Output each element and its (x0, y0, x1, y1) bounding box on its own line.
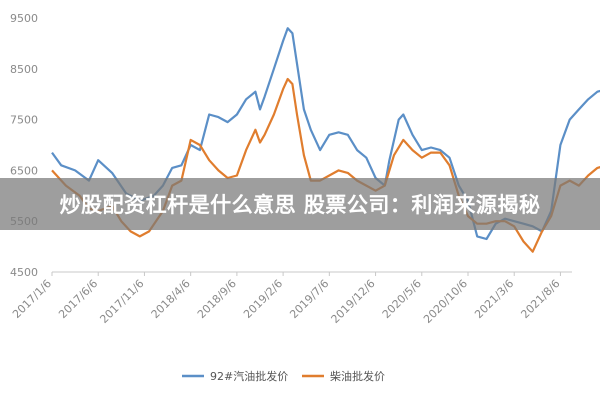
x-tick-label: 2018/9/6 (195, 277, 239, 321)
x-tick-label: 2020/10/6 (421, 277, 470, 326)
x-tick-label: 2020/5/6 (380, 277, 424, 321)
x-tick-label: 2019/12/6 (329, 277, 378, 326)
x-tick-label: 2021/8/6 (518, 277, 562, 321)
x-tick-label: 2017/6/6 (56, 277, 100, 321)
x-tick-label: 2019/7/6 (287, 277, 331, 321)
x-tick-label: 2019/2/6 (241, 277, 285, 321)
y-tick-label: 6500 (10, 164, 38, 177)
legend-label: 柴油批发价 (330, 369, 385, 383)
y-tick-label: 4500 (10, 266, 38, 279)
legend: 92#汽油批发价 柴油批发价 (182, 369, 385, 383)
y-tick-label: 7500 (10, 114, 38, 127)
x-tick-label: 2018/4/6 (149, 277, 193, 321)
headline-banner: 炒股配资杠杆是什么意思 股票公司：利润来源揭秘 (0, 178, 600, 230)
x-tick-label: 2017/1/6 (10, 277, 54, 321)
y-tick-label: 9500 (10, 12, 38, 25)
legend-label: 92#汽油批发价 (210, 369, 288, 383)
x-tick-label: 2017/11/6 (97, 277, 146, 326)
headline-text: 炒股配资杠杆是什么意思 股票公司：利润来源揭秘 (59, 193, 541, 217)
y-axis-ticks: 950085007500650055004500 (10, 12, 38, 279)
x-tick-label: 2021/3/6 (472, 277, 516, 321)
y-tick-label: 8500 (10, 63, 38, 76)
